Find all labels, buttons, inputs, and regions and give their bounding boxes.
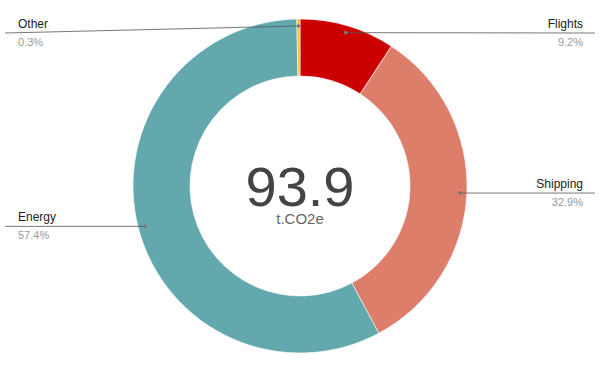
slice-label: Energy — [18, 210, 56, 224]
leader-line — [460, 193, 595, 194]
leader-line — [346, 32, 595, 33]
total: 93.9 — [246, 155, 355, 218]
slice-label: Shipping — [536, 177, 583, 191]
slices — [133, 19, 467, 353]
labels: Flights 9.2% Shipping 32.9% Energy 57.4% Other… — [5, 17, 595, 241]
leader-dot — [458, 191, 462, 195]
slice — [352, 46, 467, 333]
chart: 93.9t.CO2e Flights 9.2% Shipping 32.9% Energy… — [0, 0, 600, 371]
leader-line — [5, 26, 298, 33]
leader-line — [5, 226, 145, 227]
value-label: 57.4% — [18, 229, 49, 241]
leader-dot — [143, 225, 147, 229]
leader-dot — [344, 31, 348, 35]
value-label: 32.9% — [552, 196, 583, 208]
slice-label: Other — [18, 17, 48, 31]
total-unit: t.CO2e — [276, 210, 324, 227]
slice — [133, 19, 379, 353]
value-label: 0.3% — [18, 36, 43, 48]
slice — [297, 19, 300, 76]
value-label: 9.2% — [558, 36, 583, 48]
slice-label: Flights — [548, 17, 583, 31]
leader-dot — [297, 24, 301, 28]
